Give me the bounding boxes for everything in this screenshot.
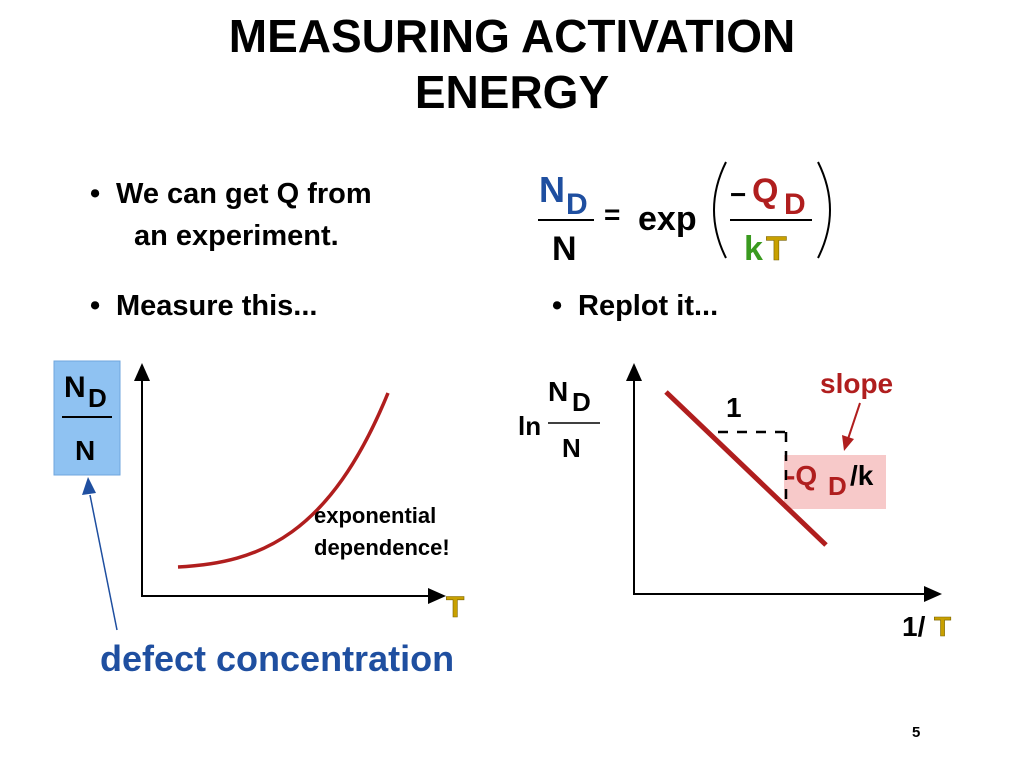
- left-x-axis-arrow: [428, 588, 446, 604]
- slide-title: MEASURING ACTIVATION ENERGY: [0, 8, 1024, 120]
- defect-concentration-caption: defect concentration: [100, 638, 455, 679]
- title-line-1: MEASURING ACTIVATION: [228, 10, 796, 62]
- right-ylabel-N: N: [548, 376, 568, 407]
- eq-left-paren: [713, 161, 727, 259]
- left-y-axis-arrow: [134, 363, 150, 381]
- eq-num-N: N: [539, 169, 565, 210]
- right-y-axis-arrow: [626, 363, 642, 381]
- bullet-1-line-2: an experiment.: [134, 220, 339, 252]
- right-xlabel-prefix: 1/: [902, 611, 926, 642]
- page-number: 5: [912, 724, 921, 741]
- eq-den-N: N: [552, 230, 577, 268]
- eq-k: k: [744, 230, 763, 268]
- right-xlabel-T: T: [934, 611, 951, 642]
- right-x-axis-arrow: [924, 586, 942, 602]
- caption-arrow-line: [89, 494, 118, 631]
- bullet-3: • Replot it...: [552, 288, 718, 324]
- eq-exp: exp: [638, 200, 697, 238]
- bullet-1-line-1: We can get Q from: [116, 178, 372, 210]
- bullet-dot: •: [552, 290, 563, 322]
- left-graph: N D N T exponential dependence!: [53, 360, 465, 631]
- bullet-3-text: Replot it...: [578, 290, 719, 322]
- right-ylabel-ln: ln: [518, 411, 541, 441]
- bullet-1: • We can get Q from: [90, 176, 372, 212]
- rise-subscript-D: D: [828, 471, 847, 501]
- run-label: 1: [726, 392, 742, 423]
- left-ylabel-N: N: [64, 371, 86, 404]
- caption-arrow-head: [82, 477, 96, 495]
- bullet-1-continued: an experiment.: [134, 218, 339, 254]
- eq-T: T: [766, 230, 787, 268]
- slope-pointer-line: [847, 402, 861, 440]
- annotation-line-1: exponential: [314, 503, 436, 528]
- bullet-dot: •: [90, 178, 101, 210]
- slope-label: slope: [820, 368, 893, 399]
- right-graph: ln N D N 1/ T 1 slope -Q D /k: [518, 363, 951, 642]
- bullet-2-text: Measure this...: [116, 290, 318, 322]
- rise-tail: /k: [850, 460, 874, 491]
- left-ylabel-D: D: [88, 383, 107, 413]
- arrhenius-equation: N D N = exp − Q D k T: [538, 161, 831, 268]
- eq-num-D: D: [566, 188, 588, 221]
- left-xlabel-T: T: [446, 591, 464, 624]
- rise-minus-Q: -Q: [786, 460, 817, 491]
- eq-minus: −: [730, 179, 746, 210]
- slope-highlight: [784, 455, 886, 509]
- slope-pointer-head: [842, 435, 854, 451]
- eq-right-paren: [817, 161, 831, 259]
- exponential-curve: [177, 392, 390, 569]
- eq-equals: =: [604, 199, 620, 230]
- right-ylabel-den: N: [562, 433, 581, 463]
- bullet-2: • Measure this...: [90, 288, 317, 324]
- eq-Q-subscript: D: [784, 188, 806, 221]
- ln-fit-line: [664, 390, 828, 547]
- title-line-2: ENERGY: [414, 66, 610, 118]
- right-ylabel-D: D: [572, 387, 591, 417]
- eq-Q: Q: [752, 172, 778, 210]
- annotation-line-2: dependence!: [314, 535, 450, 560]
- left-ylabel-den: N: [75, 435, 95, 466]
- bullet-dot: •: [90, 290, 101, 322]
